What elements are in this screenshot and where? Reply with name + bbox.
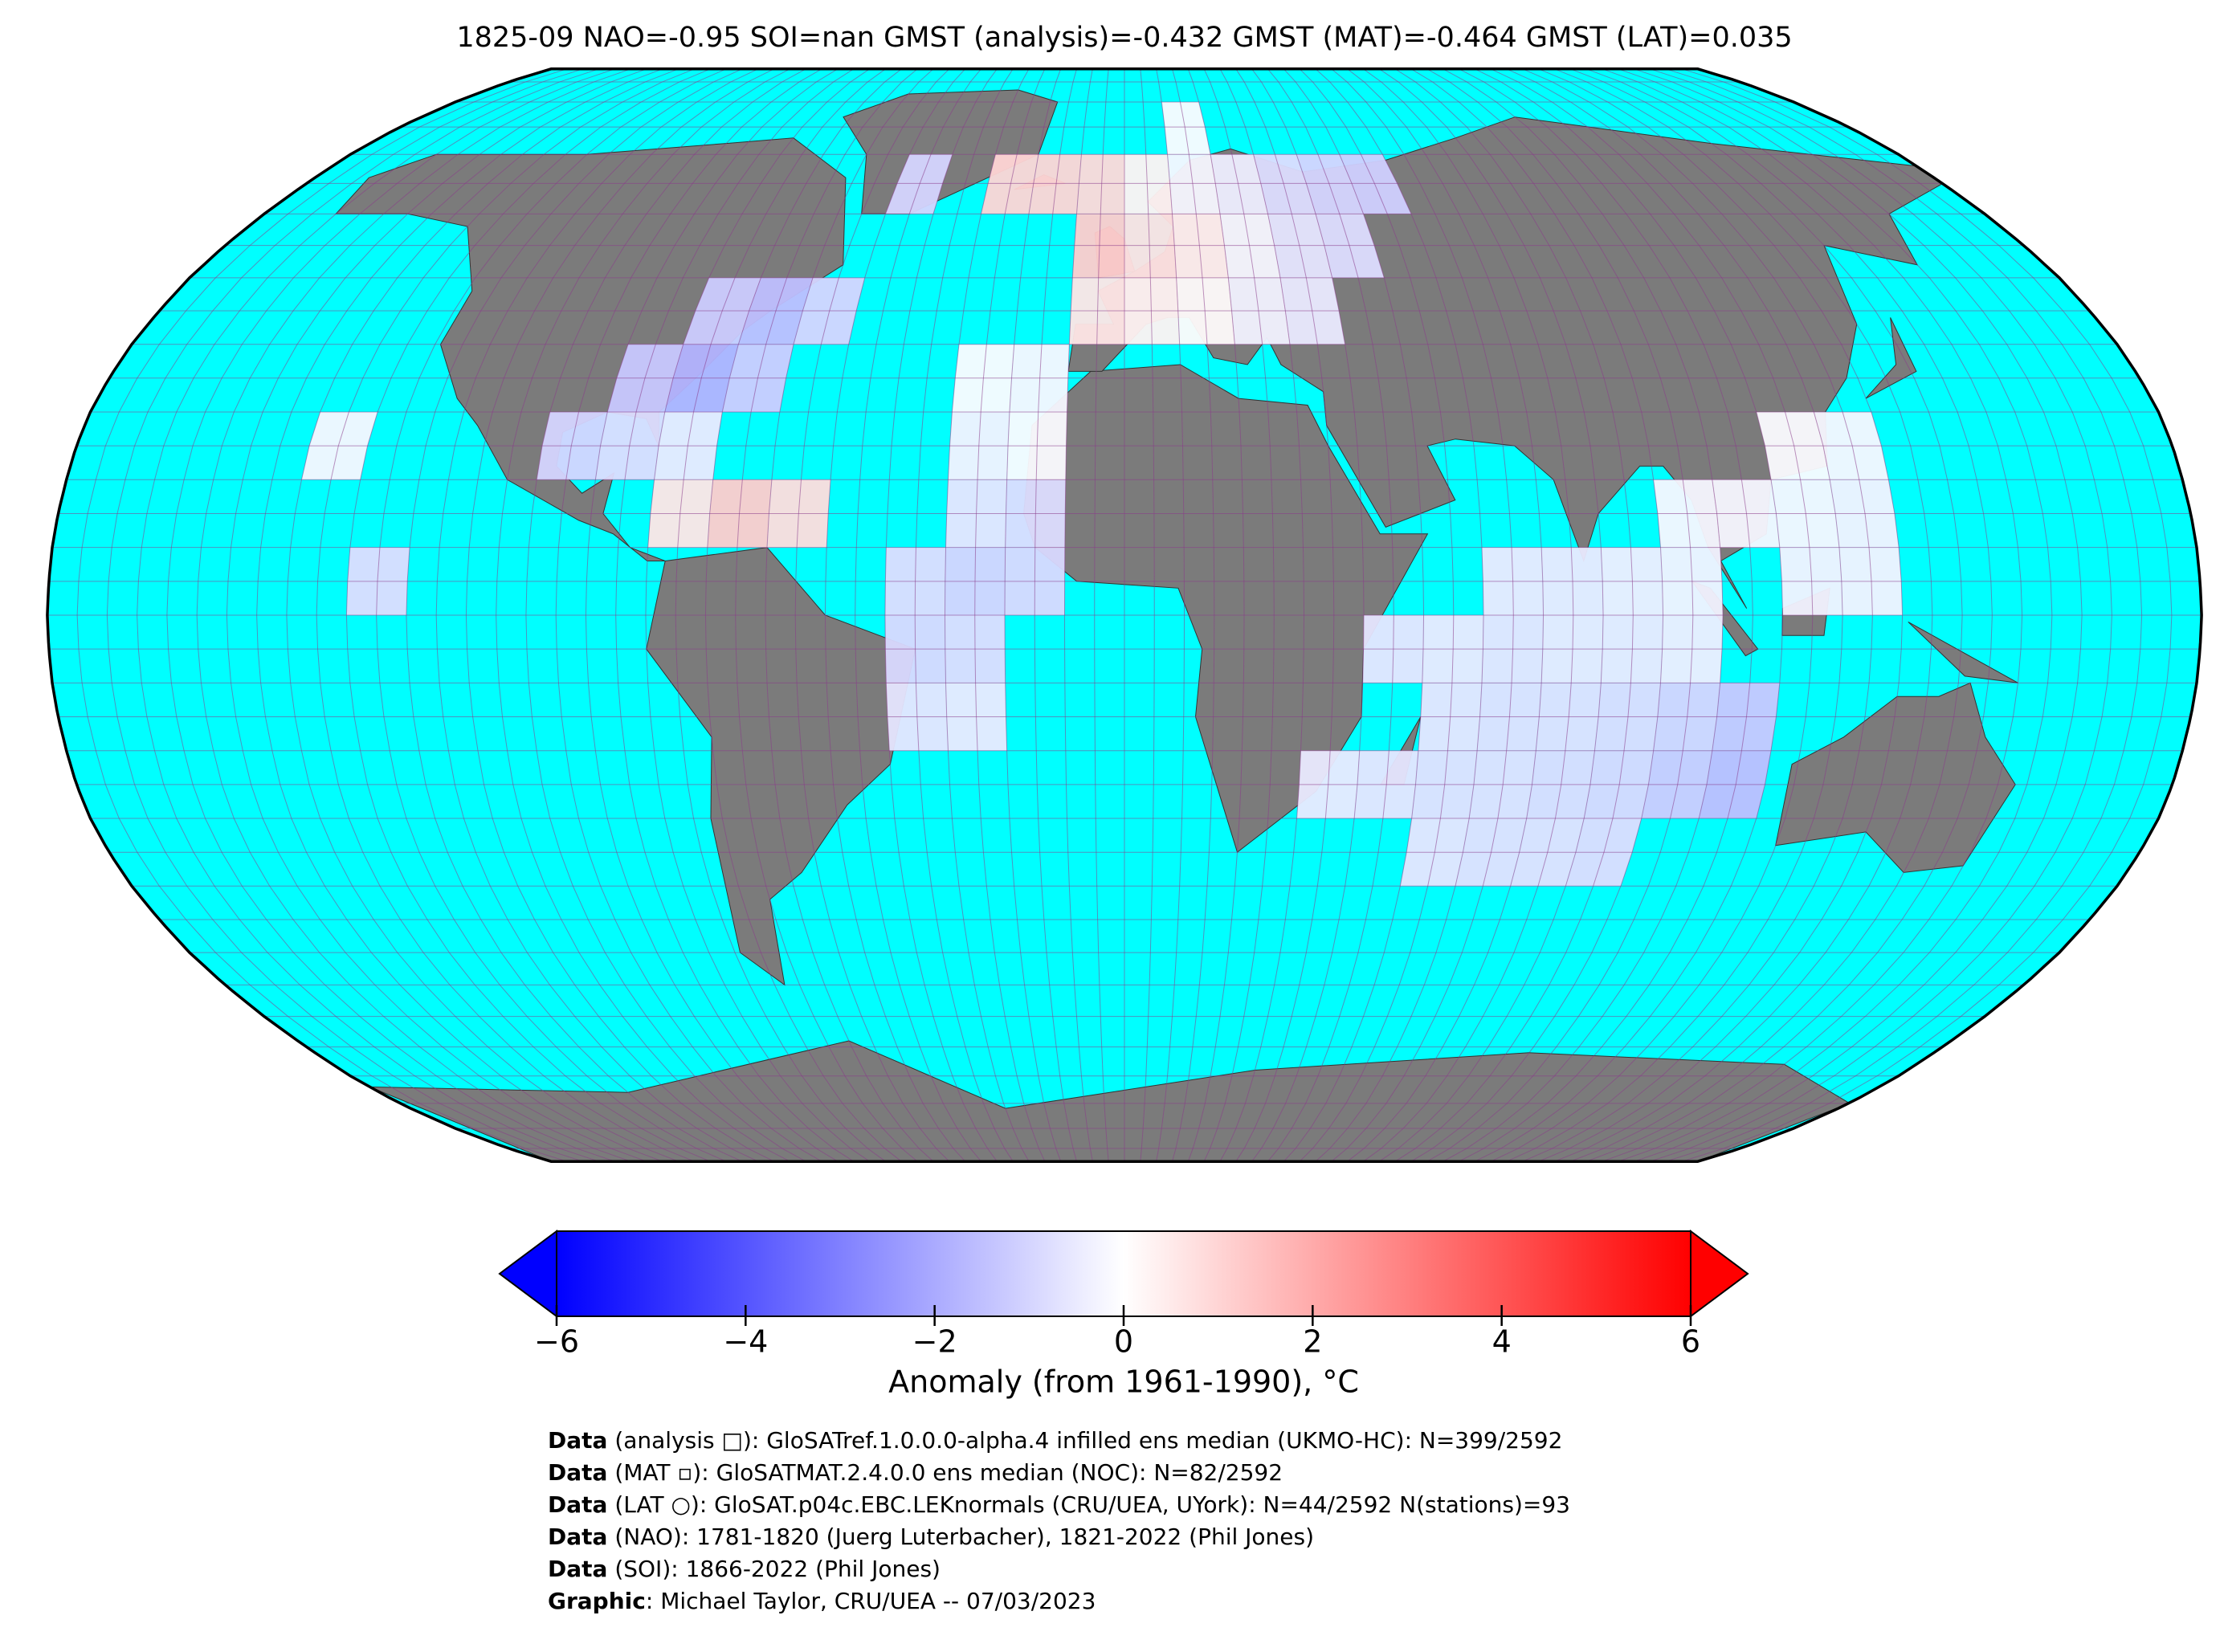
colorbar: −6 −4 −2 0 2 4 6 Anomaly (from 1961-1990), °C bbox=[498, 1230, 1749, 1400]
colorbar-extend-high bbox=[1690, 1230, 1749, 1318]
grid-cell bbox=[1339, 154, 1411, 214]
grid-cell bbox=[1316, 214, 1385, 278]
grid-cell bbox=[1076, 154, 1124, 214]
note-text: (SOI): 1866-2022 (Phil Jones) bbox=[607, 1556, 941, 1582]
colorbar-tick-label: −4 bbox=[723, 1324, 768, 1360]
note-line: Data (LAT ○): GloSAT.p04c.EBC.LEKnormals… bbox=[548, 1491, 1570, 1518]
grid-cell bbox=[885, 154, 953, 214]
note-prefix: Data bbox=[548, 1556, 607, 1582]
note-prefix: Data bbox=[548, 1524, 607, 1550]
grid-cell bbox=[1161, 102, 1211, 155]
note-prefix: Graphic bbox=[548, 1588, 646, 1614]
note-prefix: Data bbox=[548, 1491, 607, 1518]
note-text: (LAT ○): GloSAT.p04c.EBC.LEKnormals (CRU… bbox=[607, 1491, 1570, 1518]
grid-cell bbox=[1072, 214, 1124, 278]
grid-cell bbox=[981, 154, 1039, 214]
grid-cell bbox=[1253, 154, 1316, 214]
note-text: : Michael Taylor, CRU/UEA -- 07/03/2023 bbox=[646, 1588, 1096, 1614]
note-line: Data (analysis □): GloSATref.1.0.0.0-alp… bbox=[548, 1427, 1562, 1454]
land bbox=[1865, 317, 1917, 399]
chart-title: 1825-09 NAO=-0.95 SOI=nan GMST (analysis… bbox=[456, 22, 1792, 54]
note-text: (analysis □): GloSATref.1.0.0.0-alpha.4 … bbox=[607, 1427, 1562, 1454]
map-border bbox=[46, 67, 2203, 1163]
grid-cell bbox=[1220, 214, 1280, 278]
map bbox=[47, 68, 2202, 1162]
colorbar-tick-label: 4 bbox=[1492, 1324, 1512, 1360]
grid-cell bbox=[1167, 154, 1220, 214]
colorbar-tick-label: −6 bbox=[534, 1324, 579, 1360]
colorbar-tick-label: 0 bbox=[1114, 1324, 1133, 1360]
colorbar-gradient bbox=[556, 1230, 1691, 1317]
note-prefix: Data bbox=[548, 1427, 607, 1454]
grid-cell bbox=[1124, 154, 1173, 214]
note-line: Data (NAO): 1781-1820 (Juerg Luterbacher… bbox=[548, 1524, 1314, 1550]
grid-cell bbox=[1296, 154, 1364, 214]
colorbar-tick-label: 6 bbox=[1681, 1324, 1700, 1360]
grid-cell bbox=[1029, 154, 1082, 214]
note-line: Data (SOI): 1866-2022 (Phil Jones) bbox=[548, 1556, 941, 1582]
grid-cell bbox=[1267, 214, 1332, 278]
note-prefix: Data bbox=[548, 1459, 607, 1486]
note-text: (NAO): 1781-1820 (Juerg Luterbacher), 18… bbox=[607, 1524, 1314, 1550]
graticule bbox=[47, 68, 2202, 1162]
grid-cell bbox=[1210, 154, 1268, 214]
note-line: Data (MAT ▫): GloSATMAT.2.4.0.0 ens medi… bbox=[548, 1459, 1283, 1486]
note-text: (MAT ▫): GloSATMAT.2.4.0.0 ens median (N… bbox=[607, 1459, 1283, 1486]
colorbar-tick-label: 2 bbox=[1303, 1324, 1322, 1360]
grid-cell bbox=[1172, 214, 1229, 278]
colorbar-label: Anomaly (from 1961-1990), °C bbox=[888, 1364, 1359, 1400]
land bbox=[1775, 682, 2016, 873]
note-line: Graphic: Michael Taylor, CRU/UEA -- 07/0… bbox=[548, 1588, 1096, 1614]
colorbar-extend-low bbox=[498, 1230, 557, 1318]
data-notes: Data (analysis □): GloSATref.1.0.0.0-alp… bbox=[548, 1427, 1570, 1614]
grid-cell bbox=[1124, 214, 1177, 278]
colorbar-tick-label: −2 bbox=[912, 1324, 957, 1360]
